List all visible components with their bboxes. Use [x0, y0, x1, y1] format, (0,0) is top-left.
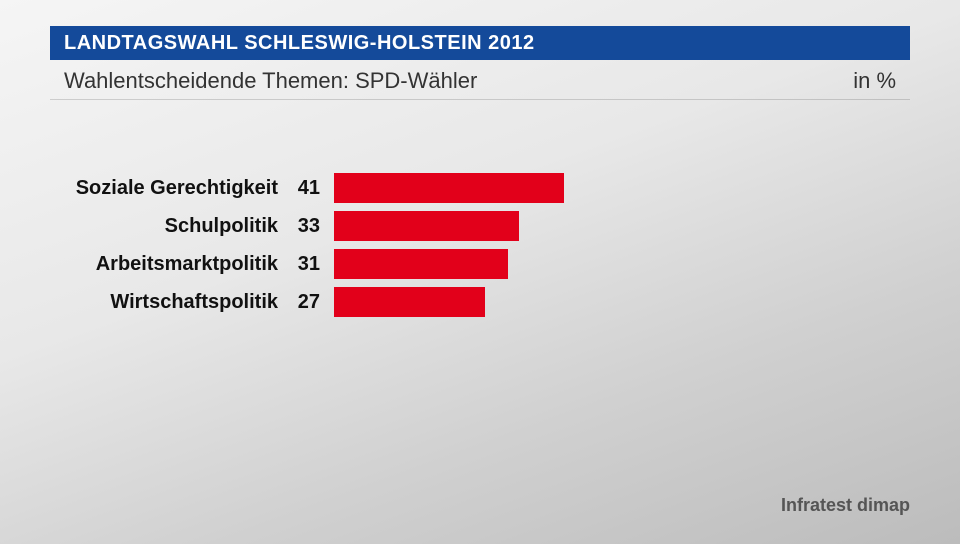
bar-track	[334, 173, 900, 203]
bar-track	[334, 211, 900, 241]
bar-label: Arbeitsmarktpolitik	[60, 253, 290, 276]
bar-track	[334, 287, 900, 317]
source-attribution: Infratest dimap	[781, 495, 910, 516]
bar-row: Schulpolitik 33	[60, 208, 900, 244]
bar-value: 27	[290, 291, 334, 314]
bar-fill	[334, 287, 485, 317]
bar-label: Schulpolitik	[60, 215, 290, 238]
bar-row: Wirtschaftspolitik 27	[60, 284, 900, 320]
bar-fill	[334, 249, 508, 279]
bar-value: 33	[290, 215, 334, 238]
chart-unit: in %	[853, 68, 896, 94]
bar-label: Soziale Gerechtigkeit	[60, 177, 290, 200]
bar-row: Arbeitsmarktpolitik 31	[60, 246, 900, 282]
bar-value: 31	[290, 253, 334, 276]
bar-label: Wirtschaftspolitik	[60, 291, 290, 314]
bar-track	[334, 249, 900, 279]
header-bar: LANDTAGSWAHL SCHLESWIG-HOLSTEIN 2012	[50, 26, 910, 60]
bar-fill	[334, 173, 564, 203]
chart-subtitle: Wahlentscheidende Themen: SPD-Wähler	[64, 68, 477, 94]
bar-row: Soziale Gerechtigkeit 41	[60, 170, 900, 206]
bar-chart: Soziale Gerechtigkeit 41 Schulpolitik 33…	[60, 170, 900, 322]
subtitle-row: Wahlentscheidende Themen: SPD-Wähler in …	[50, 62, 910, 100]
bar-fill	[334, 211, 519, 241]
header-title: LANDTAGSWAHL SCHLESWIG-HOLSTEIN 2012	[64, 32, 535, 55]
bar-value: 41	[290, 177, 334, 200]
